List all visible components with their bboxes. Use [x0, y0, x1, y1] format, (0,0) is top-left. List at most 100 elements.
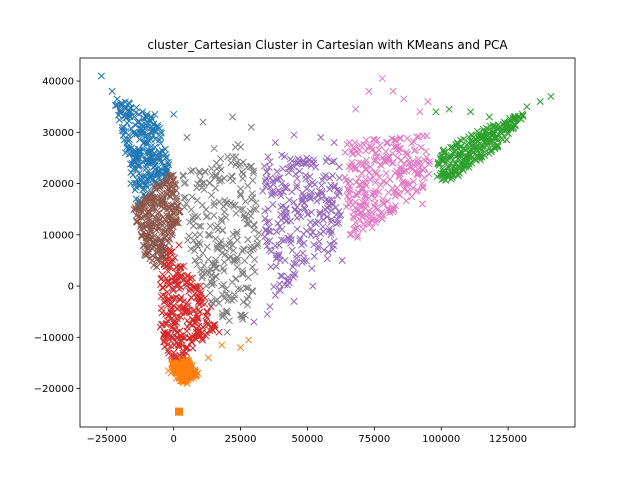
data-point [191, 212, 199, 220]
data-point [181, 375, 190, 383]
data-point [183, 133, 191, 141]
data-point [459, 159, 467, 167]
data-point [170, 209, 178, 217]
data-point [291, 205, 299, 213]
data-point [263, 242, 271, 250]
data-point [361, 198, 370, 206]
data-point [273, 168, 281, 176]
data-point [382, 148, 390, 156]
data-point [113, 101, 121, 109]
data-point [139, 108, 147, 116]
data-point [248, 263, 256, 271]
data-point [208, 325, 216, 333]
data-point [446, 153, 454, 161]
data-point [420, 174, 428, 182]
data-point [190, 284, 198, 292]
data-point [181, 308, 189, 316]
data-point [165, 312, 173, 320]
data-point [157, 304, 165, 312]
data-point [372, 219, 380, 227]
data-point [438, 155, 446, 163]
data-point [147, 204, 155, 212]
data-point [309, 282, 317, 290]
data-point [281, 152, 289, 161]
data-point [193, 317, 201, 326]
data-point [162, 320, 170, 329]
data-point [328, 228, 336, 236]
data-point [210, 211, 218, 220]
data-point [198, 268, 207, 276]
data-point [221, 196, 229, 204]
data-point [164, 341, 172, 349]
data-point [188, 361, 196, 370]
data-point [213, 245, 221, 253]
data-point [219, 312, 227, 320]
data-point [261, 233, 269, 241]
data-point [139, 229, 147, 237]
data-point [150, 198, 158, 207]
data-point [148, 211, 156, 219]
data-point [142, 196, 150, 204]
data-point [196, 287, 204, 295]
data-point [191, 231, 199, 239]
data-point [271, 242, 279, 250]
data-point [391, 202, 399, 210]
data-point [266, 303, 274, 311]
data-point [417, 143, 425, 152]
data-point [244, 274, 252, 282]
data-point [211, 184, 219, 192]
data-point [172, 205, 180, 213]
data-point [230, 291, 239, 299]
data-point [288, 188, 296, 196]
data-point [151, 110, 159, 118]
data-point [139, 157, 147, 166]
series-2 [432, 92, 555, 184]
data-point [175, 343, 183, 351]
data-point [262, 183, 270, 191]
x-tick-label: 75000 [358, 434, 390, 445]
series-0 [97, 72, 178, 210]
data-point [355, 146, 363, 154]
data-point [318, 176, 326, 184]
series-1 [164, 336, 253, 416]
data-point [260, 162, 268, 170]
data-point [274, 175, 282, 183]
data-point [394, 190, 402, 198]
data-point [217, 215, 225, 223]
data-point [187, 205, 195, 214]
data-point [402, 148, 410, 156]
data-point [125, 143, 133, 151]
data-point [416, 159, 424, 167]
data-point [156, 236, 164, 244]
data-point [210, 198, 218, 206]
y-tick-label: 20000 [42, 179, 74, 190]
data-point [384, 197, 392, 205]
data-point [440, 146, 448, 154]
data-point [277, 192, 285, 200]
data-point [465, 163, 473, 172]
data-point [476, 139, 484, 147]
data-point [285, 235, 293, 243]
data-point [262, 168, 271, 176]
data-point [184, 236, 192, 244]
data-point [153, 210, 162, 218]
data-point [186, 334, 194, 342]
data-point [206, 231, 214, 239]
data-point [156, 216, 164, 224]
data-point [332, 220, 341, 228]
data-point [122, 128, 130, 136]
data-point [249, 169, 258, 177]
data-point [400, 185, 408, 193]
data-point [370, 157, 378, 165]
data-point [289, 270, 297, 278]
data-point [446, 171, 454, 179]
data-point [371, 178, 379, 186]
data-point [378, 208, 386, 216]
data-point [195, 300, 203, 309]
data-point [444, 170, 452, 178]
data-point [137, 128, 146, 136]
data-point [489, 128, 497, 136]
data-point [245, 336, 253, 344]
data-point [314, 218, 322, 226]
data-point [452, 160, 460, 168]
